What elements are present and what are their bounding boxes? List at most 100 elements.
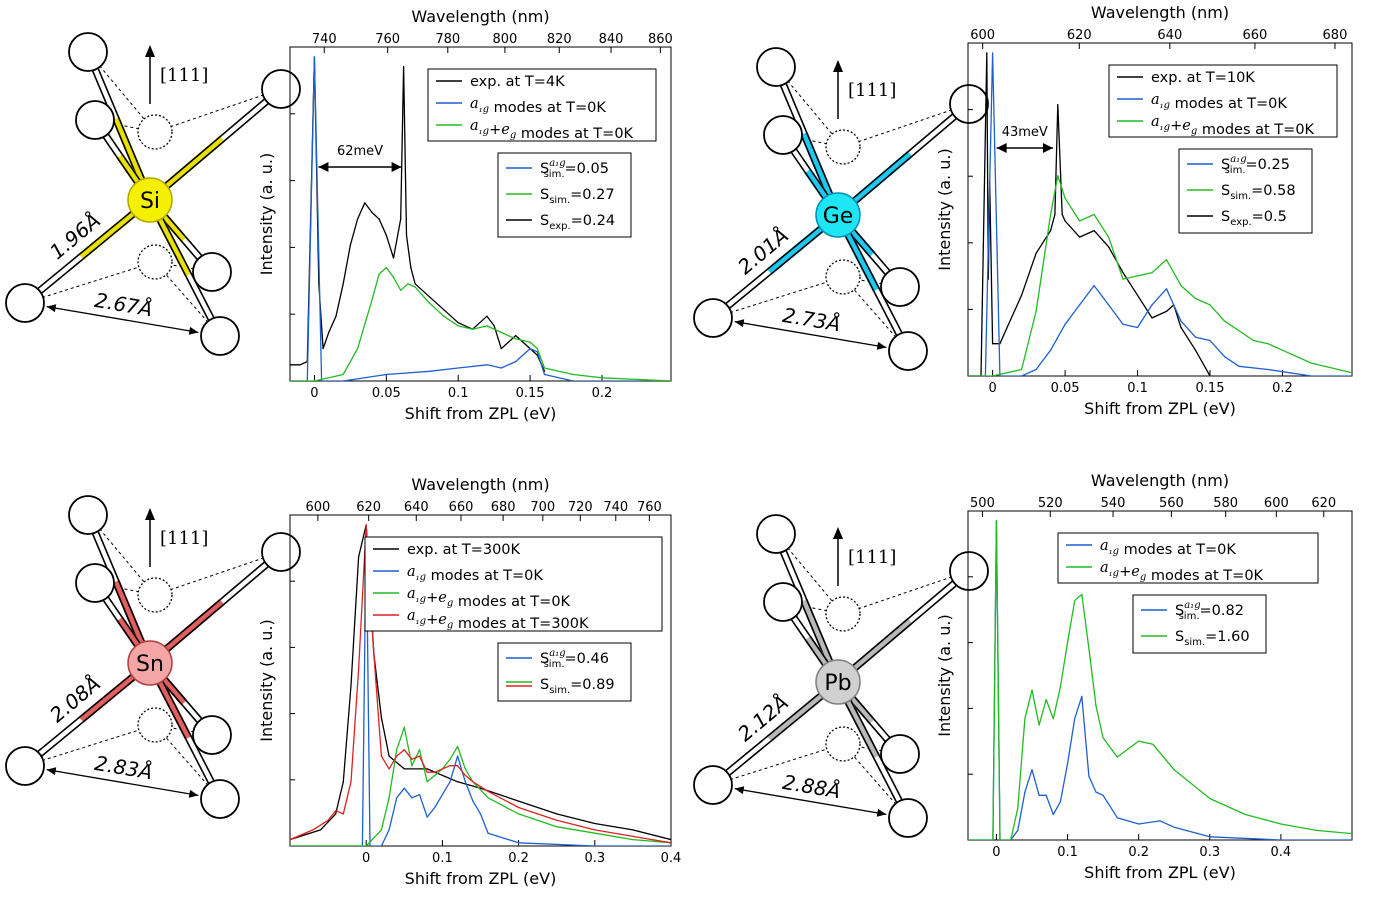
data-point <box>500 348 502 350</box>
legend-subscript: g <box>1140 572 1146 583</box>
vacancy-circle <box>137 244 173 280</box>
legend-symbol: a <box>407 608 416 624</box>
legend-text-part: exp. at T=10K <box>1151 70 1255 86</box>
impurity-atom <box>815 659 861 705</box>
data-point <box>536 348 538 350</box>
bond-line <box>839 680 912 817</box>
data-point <box>335 813 337 815</box>
data-point <box>396 797 398 799</box>
data-point <box>385 234 387 236</box>
legend-s: S <box>1221 157 1230 173</box>
data-point <box>403 787 405 789</box>
data-point <box>434 806 436 809</box>
data-point <box>1244 813 1246 816</box>
arrow-head-icon <box>1042 143 1053 153</box>
legend-subscript: ₁g <box>416 572 426 583</box>
bond-line <box>839 213 912 350</box>
x-tick-label: 0.2 <box>508 851 529 866</box>
x-tick-label: 0.2 <box>592 386 613 401</box>
data-point <box>371 211 373 214</box>
data-point <box>418 794 421 796</box>
bond-line <box>839 572 972 685</box>
arrow-head-icon <box>188 326 199 335</box>
legend-row: Sa₁g sim.=0.46 <box>506 648 609 670</box>
data-point <box>572 373 574 376</box>
data-point <box>1194 349 1197 351</box>
data-point <box>479 787 482 789</box>
arrow-head-icon <box>833 527 843 539</box>
data-point <box>1209 339 1211 342</box>
data-point <box>1079 220 1081 222</box>
data-point <box>457 745 459 748</box>
top-tick-label: 660 <box>1242 28 1267 43</box>
data-point <box>1038 724 1040 726</box>
legend-value: =0.89 <box>570 677 614 693</box>
data-point <box>486 325 488 327</box>
data-point <box>457 781 459 783</box>
data-point <box>464 781 466 783</box>
data-point <box>388 755 390 757</box>
legend-subscript: sim. <box>549 685 570 696</box>
data-point <box>1064 197 1066 199</box>
data-point <box>1136 275 1139 277</box>
data-point <box>1351 375 1352 376</box>
data-point <box>536 351 538 353</box>
data-point <box>1151 317 1153 319</box>
data-point <box>426 781 428 783</box>
data-point <box>426 816 428 818</box>
top-tick-label: 780 <box>435 32 460 47</box>
data-point <box>1093 213 1095 216</box>
top-tick-label: 760 <box>375 32 400 47</box>
data-point <box>1209 304 1211 306</box>
data-point <box>1280 839 1282 840</box>
data-point <box>1136 326 1139 329</box>
data-point <box>1122 272 1124 274</box>
top-tick-label: 660 <box>449 500 474 515</box>
data-point <box>1045 699 1047 701</box>
legend-subscript: g <box>1191 126 1197 137</box>
bond-line <box>835 101 968 214</box>
dashed-bond <box>87 51 156 133</box>
carbon-atom <box>756 514 796 554</box>
top-tick-label: 620 <box>1067 28 1092 43</box>
vacancy-circle <box>137 114 173 150</box>
data-point <box>1102 737 1104 739</box>
data-point <box>405 234 408 236</box>
legend-label: a₁g+eg modes at T=0K <box>1100 560 1264 584</box>
legend-row: a₁g+eg modes at T=0K <box>1066 560 1264 584</box>
legend-symbol: e <box>438 612 447 628</box>
legend-value: =0.46 <box>565 651 609 667</box>
legend-value: =1.60 <box>1205 629 1249 645</box>
legend-subscript: ₁g <box>1109 568 1119 579</box>
vacancy-circle <box>825 596 861 632</box>
x-tick-label: 0 <box>362 851 370 866</box>
top-tick-label: 620 <box>1311 496 1336 511</box>
legend-text-part: modes at T=0K <box>1170 96 1287 112</box>
legend-text-part: exp. at T=300K <box>407 542 521 558</box>
data-point <box>464 774 466 777</box>
bond-line <box>835 568 968 681</box>
data-point <box>968 839 969 840</box>
data-point <box>1136 294 1139 296</box>
top-tick-label: 620 <box>356 500 381 515</box>
legend-plus: + <box>489 122 501 138</box>
dashed-bond <box>87 514 156 596</box>
data-point <box>378 273 380 275</box>
data-point <box>1059 801 1061 803</box>
dashed-bond <box>712 743 844 786</box>
data-point <box>1067 641 1069 643</box>
data-point <box>350 684 352 687</box>
carbon-atom <box>693 298 733 338</box>
dashed-bond <box>154 88 282 133</box>
top-tick-label: 840 <box>599 32 624 47</box>
data-point <box>457 755 459 757</box>
arrow-head-icon <box>876 808 887 817</box>
legend-value: =0.5 <box>1252 209 1287 225</box>
data-point <box>556 826 558 828</box>
data-point <box>1050 230 1052 232</box>
data-point <box>1088 647 1090 650</box>
carbon-atom <box>880 267 920 307</box>
data-point <box>500 367 502 369</box>
data-point <box>1351 372 1352 374</box>
